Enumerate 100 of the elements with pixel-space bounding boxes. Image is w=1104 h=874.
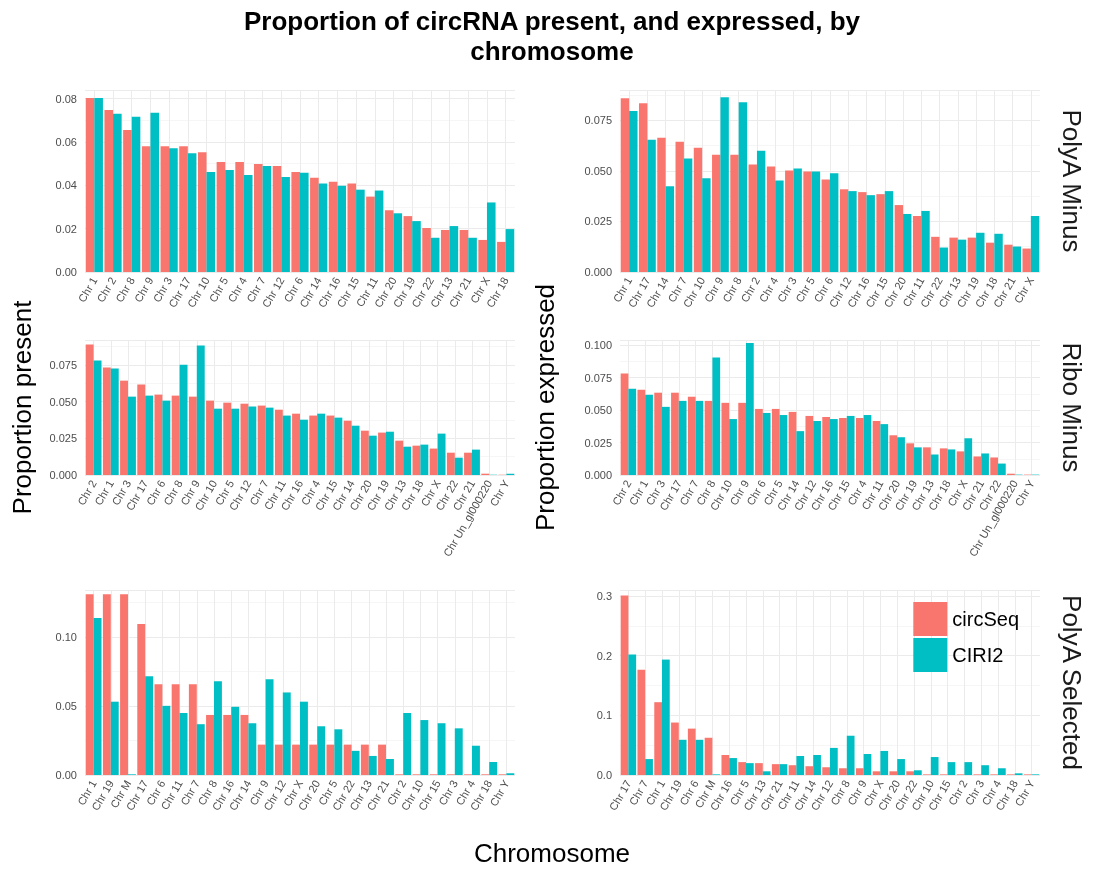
bar	[187, 153, 197, 272]
bar	[654, 702, 662, 775]
bar	[657, 137, 666, 272]
bar	[326, 415, 335, 475]
y-tick-label: 0.05	[55, 699, 77, 712]
y-tick-label: 0.2	[596, 649, 612, 662]
bar	[994, 233, 1003, 272]
bar	[243, 174, 253, 272]
bar	[964, 762, 973, 775]
bar	[386, 431, 394, 475]
bar	[343, 744, 352, 775]
bar	[171, 395, 180, 475]
bar	[403, 216, 413, 272]
bar	[317, 413, 326, 475]
bar	[343, 420, 352, 475]
bar	[150, 112, 160, 272]
bar	[788, 411, 797, 475]
bar	[300, 701, 308, 775]
bar	[914, 447, 922, 475]
y-tick-label: 0.0	[596, 769, 612, 781]
bar	[654, 392, 662, 475]
bar	[755, 408, 763, 475]
bar	[282, 692, 291, 775]
bar	[755, 763, 763, 775]
bar	[214, 681, 222, 775]
bar	[889, 435, 898, 475]
text: PolyA Minus	[1057, 109, 1087, 253]
bar	[793, 168, 802, 272]
bar	[746, 343, 754, 475]
bar	[813, 421, 821, 475]
bar	[678, 400, 687, 475]
bar	[766, 166, 776, 272]
bar	[420, 444, 429, 475]
bar	[662, 406, 670, 475]
bar	[665, 186, 675, 272]
bar	[756, 150, 766, 272]
bar	[729, 419, 737, 475]
y-tick-label: 0.025	[584, 215, 612, 228]
bar	[459, 229, 469, 272]
bar	[990, 457, 998, 475]
bar	[160, 146, 170, 272]
bar	[257, 744, 266, 775]
bar	[179, 364, 188, 475]
bar	[240, 714, 249, 775]
bar	[378, 744, 386, 775]
bar	[505, 229, 515, 272]
bar	[110, 701, 119, 775]
bar	[154, 684, 163, 775]
bar	[839, 189, 849, 272]
bar	[265, 679, 274, 775]
bar	[620, 373, 629, 475]
bar	[449, 226, 459, 272]
bar	[645, 394, 653, 475]
bar	[309, 744, 318, 775]
bar	[721, 755, 730, 775]
bar	[839, 768, 847, 775]
bar	[440, 229, 450, 272]
bar	[274, 409, 283, 475]
bar	[775, 180, 784, 272]
bar	[889, 771, 898, 775]
bar	[884, 191, 894, 272]
bar	[145, 676, 154, 775]
bar	[738, 402, 746, 475]
bar	[265, 407, 274, 475]
y-tick-label: 0.10	[55, 630, 77, 643]
y-tick-label: 0.04	[55, 179, 77, 192]
bar	[683, 158, 693, 272]
bar	[796, 431, 805, 475]
bar	[830, 747, 838, 775]
bar	[998, 463, 1006, 475]
bar	[803, 171, 812, 272]
bar	[412, 445, 421, 475]
bar	[931, 236, 940, 272]
bar	[334, 417, 343, 475]
bar	[347, 183, 357, 272]
bar	[947, 449, 956, 475]
bar	[291, 171, 300, 272]
bar	[771, 764, 780, 775]
bar	[637, 669, 646, 775]
bar	[721, 402, 730, 475]
bar	[468, 237, 477, 272]
bar	[360, 430, 369, 475]
bar	[225, 169, 234, 272]
bar	[374, 190, 384, 272]
bar	[257, 405, 266, 475]
bar	[748, 164, 757, 272]
bar	[930, 454, 939, 475]
bar	[637, 389, 646, 475]
bar	[912, 215, 922, 272]
bar	[378, 432, 386, 475]
bar	[102, 367, 111, 475]
bar	[486, 202, 496, 272]
bar	[620, 98, 630, 272]
bar	[472, 449, 480, 475]
y-tick-label: 0.02	[55, 222, 77, 235]
bar	[848, 191, 857, 272]
bar	[422, 228, 431, 272]
bar	[318, 183, 328, 272]
bar	[472, 745, 480, 775]
bar	[214, 408, 222, 475]
